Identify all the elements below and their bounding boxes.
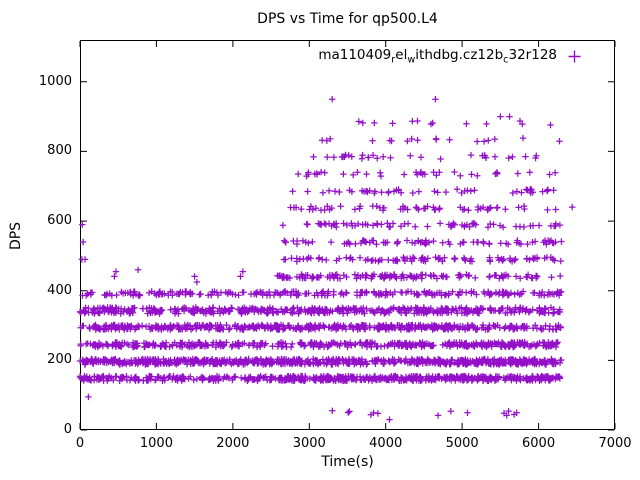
legend-label-text: 32r128 xyxy=(508,47,558,63)
plot-border xyxy=(80,40,615,430)
x-tick-label: 1000 xyxy=(139,436,173,451)
axis-ticks xyxy=(79,41,616,431)
y-tick-label: 200 xyxy=(47,352,72,368)
scatter-markers xyxy=(76,96,576,423)
chart-title: DPS vs Time for qp500.L4 xyxy=(257,11,438,27)
y-tick-label: 0 xyxy=(63,422,72,437)
x-axis-label: Time(s) xyxy=(321,454,374,470)
y-tick-label: 800 xyxy=(47,143,72,159)
y-axis-label: DPS xyxy=(8,221,24,251)
legend-marker-icon xyxy=(568,50,581,63)
legend-label-text: el xyxy=(395,47,408,63)
x-tick-label: 3000 xyxy=(292,436,326,451)
legend-label-subscript: r xyxy=(391,54,396,66)
legend: ma110409relwithdbg.cz12bc32r128 xyxy=(318,47,582,66)
x-tick-label: 6000 xyxy=(522,436,556,451)
x-tick-label: 2000 xyxy=(216,436,250,451)
x-tick-label: 4000 xyxy=(369,436,403,451)
y-tick-label: 400 xyxy=(47,282,72,298)
x-tick-label: 0 xyxy=(75,436,85,451)
legend-label-subscript: c xyxy=(503,54,509,66)
y-tick-label: 1000 xyxy=(38,73,72,89)
x-tick-label: 7000 xyxy=(598,436,632,451)
legend-series-label: ma110409relwithdbg.cz12bc32r128 xyxy=(318,47,557,66)
plot-area xyxy=(76,40,616,431)
legend-label-subscript: w xyxy=(407,54,416,66)
legend-label-text: ma110409 xyxy=(318,47,392,63)
x-tick-label: 5000 xyxy=(445,436,479,451)
legend-label-text: ithdbg.cz12b xyxy=(415,47,504,63)
